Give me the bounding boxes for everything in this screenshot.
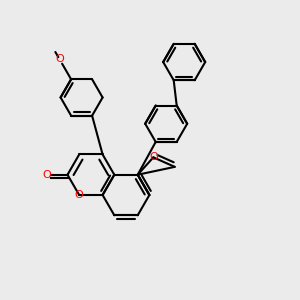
Text: O: O [42, 170, 51, 180]
Text: O: O [75, 190, 84, 200]
Text: O: O [55, 54, 64, 64]
Text: O: O [149, 152, 158, 162]
